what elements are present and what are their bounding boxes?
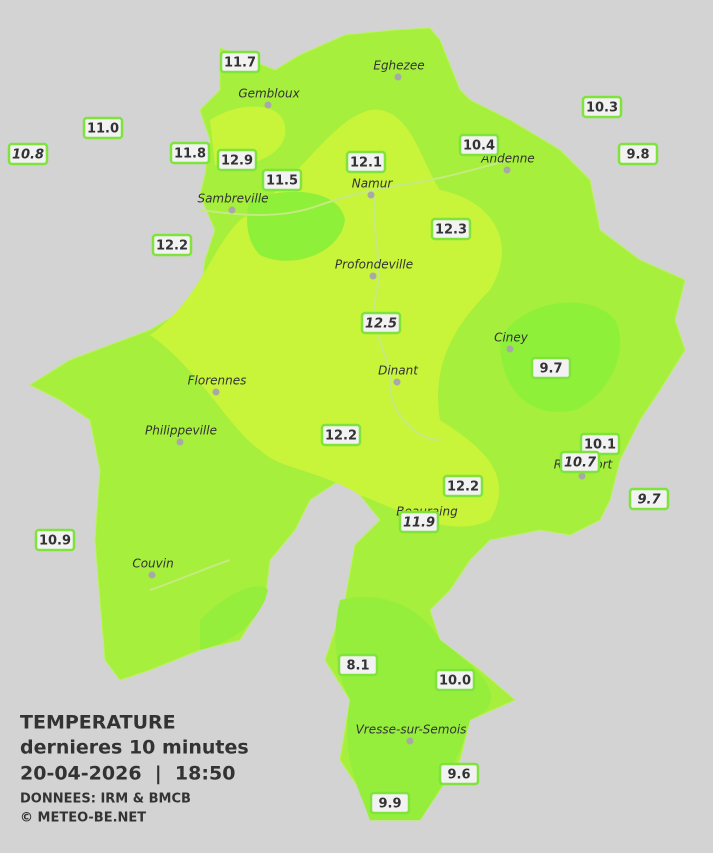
station-box [219,50,261,74]
station-box [151,233,193,257]
city-label: Profondeville [335,258,413,272]
city-label: Eghezee [373,59,424,73]
station-value: 10.7 [564,456,597,471]
station-box [628,487,670,511]
station-value: 9.7 [539,362,562,377]
station-value: 11.5 [266,174,298,189]
city-label: Ciney [494,331,529,345]
station-value: 9.8 [626,148,649,163]
legend-datetime: 20-04-2026 | 18:50 [20,763,235,785]
station-value: 12.5 [365,317,397,332]
station-box [442,474,484,498]
city-label: Philippeville [145,424,217,438]
station-box [430,217,472,241]
station-value: 11.0 [87,122,119,137]
station-box [559,450,601,474]
city-label: Namur [352,177,394,191]
legend-subtitle: dernieres 10 minutes [20,737,249,759]
city-dot [394,73,402,81]
station-value: 9.9 [378,797,401,812]
station-box [337,653,379,677]
station-value: 10.0 [439,674,471,689]
station-box [320,423,362,447]
station-value: 10.3 [586,101,618,116]
station-box [434,668,476,692]
station-value: 11.9 [403,516,435,531]
city-label: Vresse-sur-Semois [356,723,467,737]
station-value: 10.4 [463,139,495,154]
station-value: 10.9 [39,534,71,549]
legend-title: TEMPERATURE [20,712,176,734]
city-dot [393,378,401,386]
legend-copyright: © METEO-BE.NET [20,811,146,826]
station-value: 12.2 [325,429,357,444]
station-box [438,762,480,786]
station-value: 11.8 [174,147,206,162]
city-label: Gembloux [238,87,300,101]
station-box [360,311,402,335]
river [149,159,511,591]
city-dot [228,206,236,214]
station-box [34,528,76,552]
station-box [398,510,440,534]
cool-zone [247,191,345,261]
station-box [530,356,572,380]
city-dot [264,101,272,109]
station-value: 12.3 [435,223,467,238]
station-value: 10.1 [584,438,616,453]
station-value: 11.7 [224,56,256,71]
city-dot [369,272,377,280]
station-box [7,142,49,166]
station-box [617,142,659,166]
city-label: Sambreville [197,192,268,206]
station-value: 9.6 [447,768,470,783]
station-value: 12.2 [156,239,188,254]
city-dot [506,345,514,353]
station-value: 10.8 [12,148,44,163]
station-value: 12.9 [221,154,253,169]
city-label: Florennes [188,374,247,388]
city-dot [148,571,156,579]
station-box [581,95,623,119]
station-value: 12.2 [447,480,479,495]
legend-source: DONNEES: IRM & BMCB [20,792,191,807]
station-value: 8.1 [346,659,369,674]
warm-zone [150,109,502,527]
station-box [261,168,303,192]
station-box [369,791,411,815]
city-dot [503,166,511,174]
city-label: Dinant [378,364,419,378]
cool-zone [200,586,268,650]
station-value: 9.7 [637,493,661,508]
city-dot [176,438,184,446]
station-box [82,116,124,140]
city-dot [212,388,220,396]
city-dot [367,191,375,199]
station-box [169,141,211,165]
station-value: 12.1 [350,156,382,171]
city-dot [406,737,414,745]
city-label: Couvin [132,557,173,571]
station-box [458,133,500,157]
city-dot [578,472,586,480]
station-box [345,150,387,174]
station-box [216,148,258,172]
